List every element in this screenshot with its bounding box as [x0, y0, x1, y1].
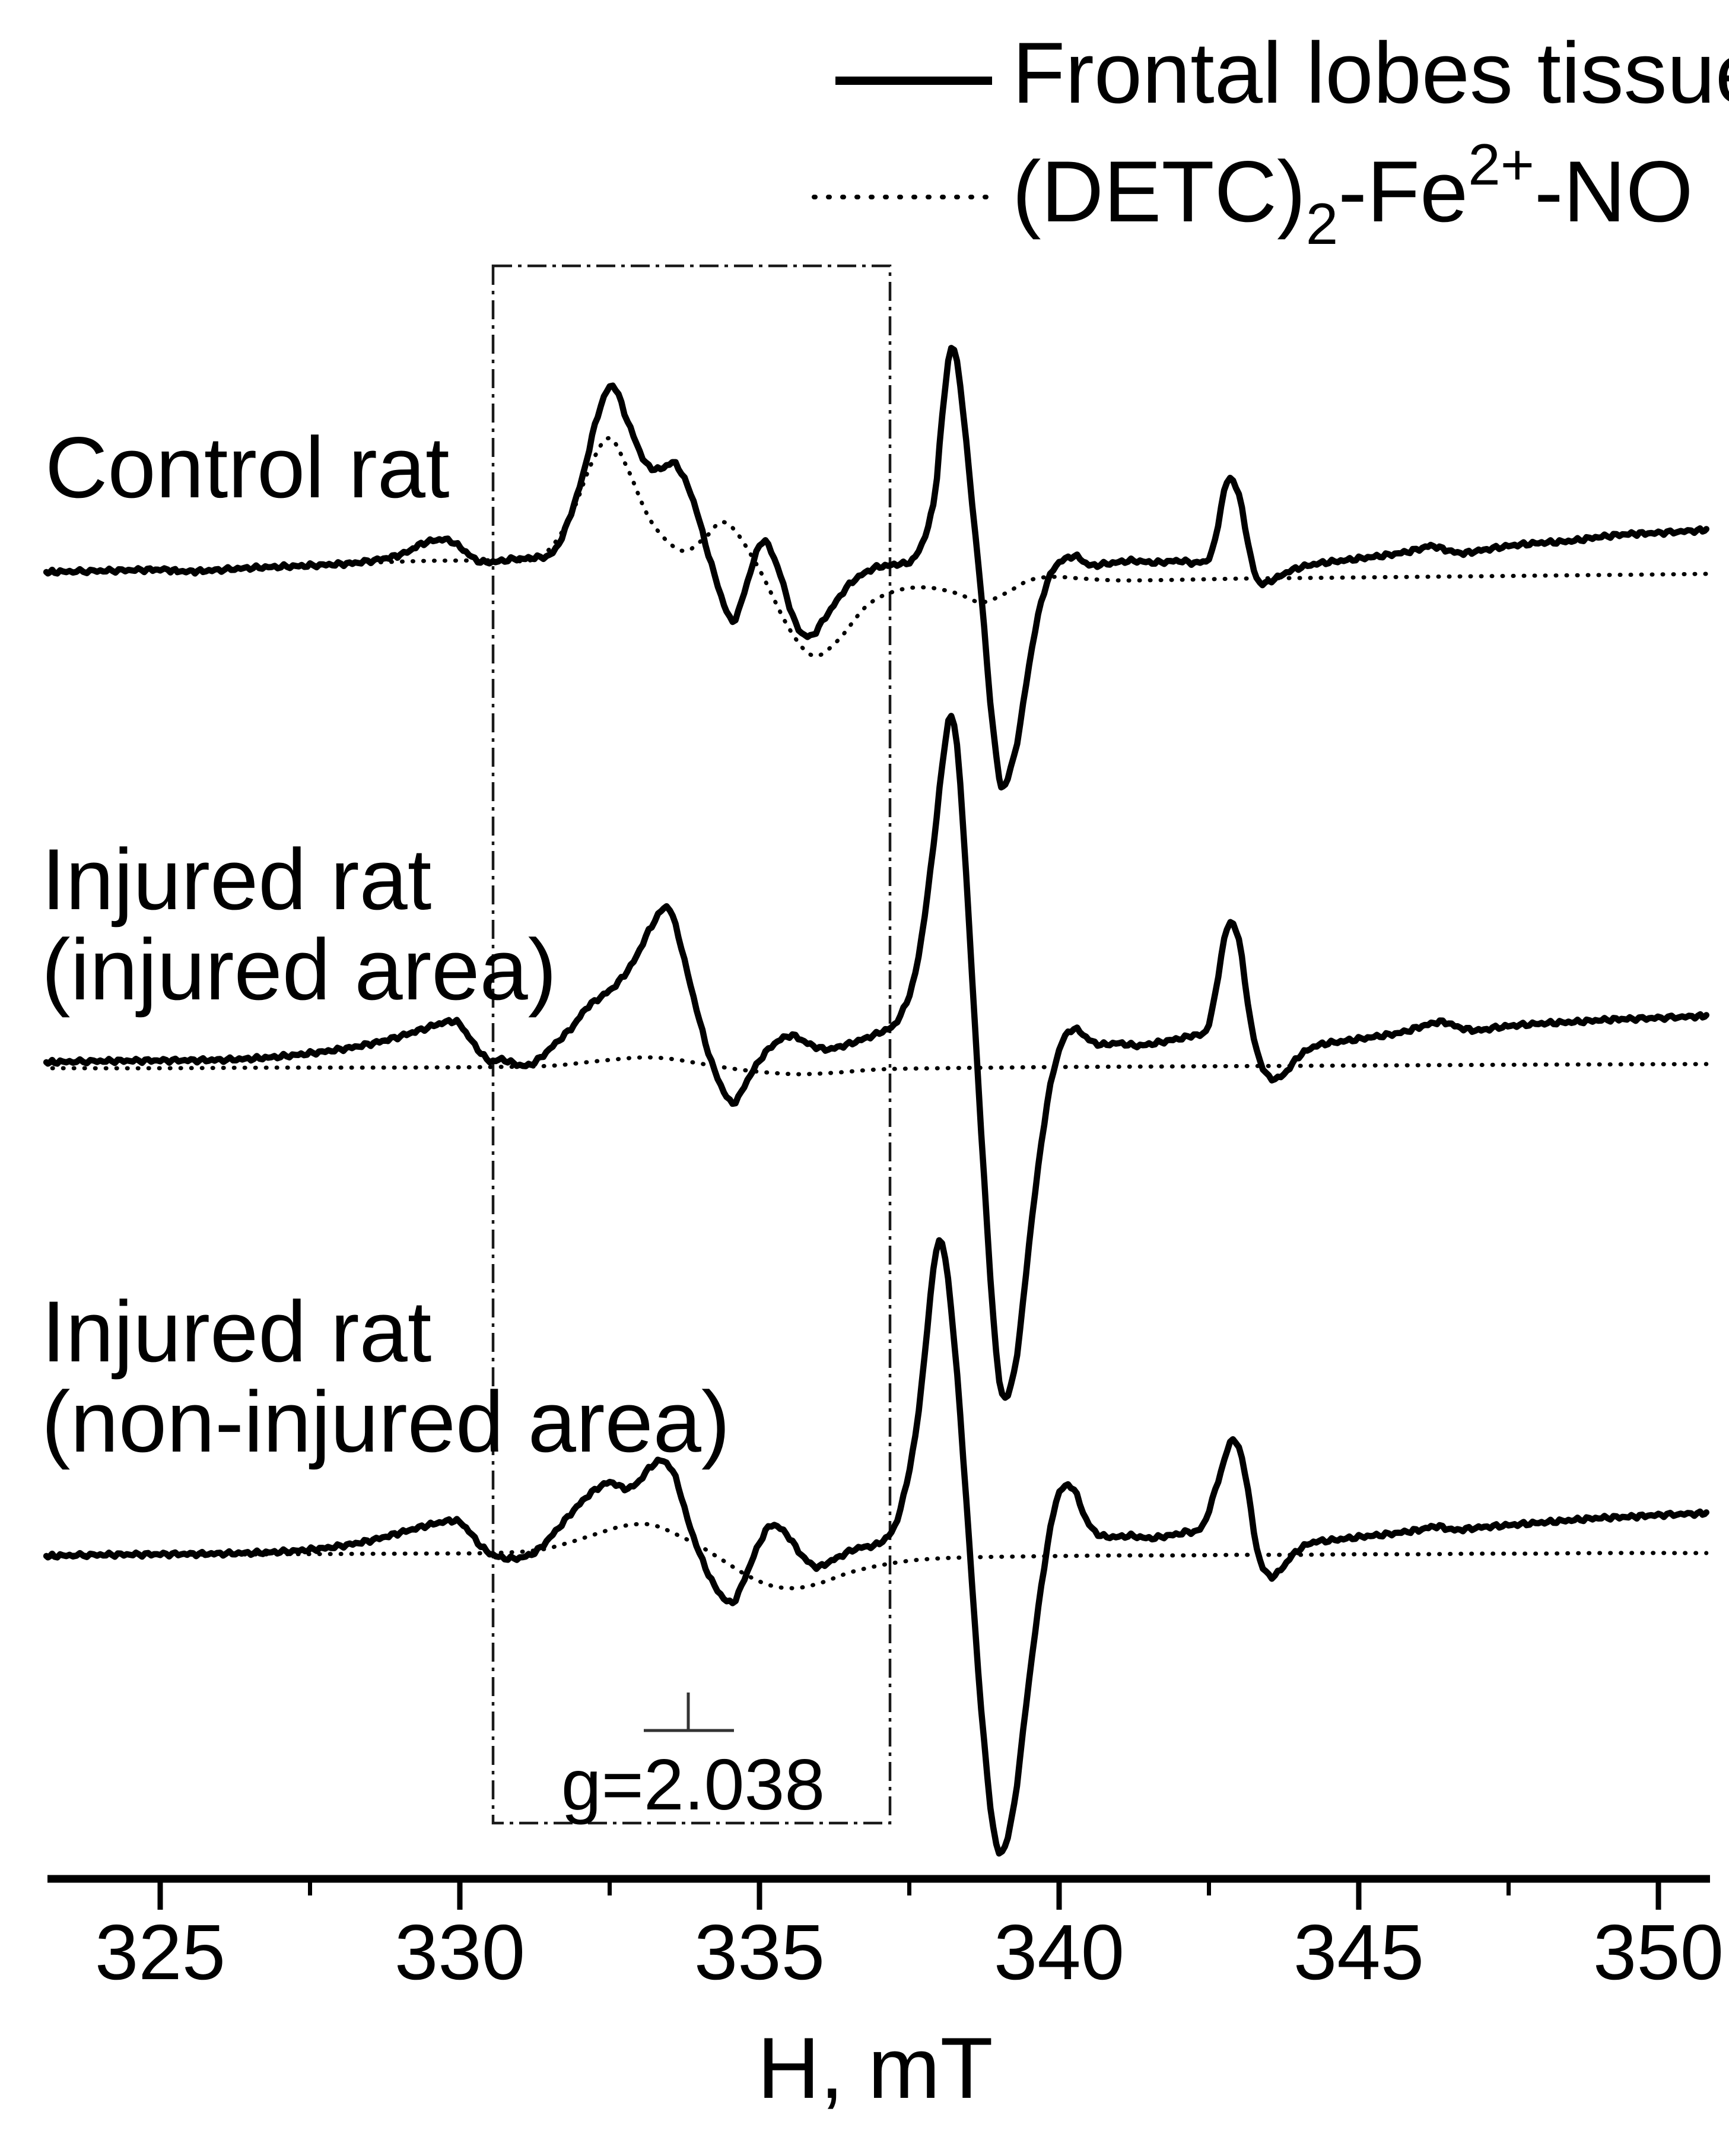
trace-label-injured-area: Injured rat (injured area): [42, 834, 557, 1015]
trace-injured-reference: [50, 1055, 1709, 1077]
trace-label-control: Control rat: [45, 423, 450, 513]
legend-detc-part1: (DETC): [1012, 143, 1306, 240]
trace-label-non-injured-line2: (non-injured area): [42, 1373, 730, 1470]
trace-curves: [43, 345, 1710, 1857]
legend-detc-part3: -NO: [1534, 143, 1693, 240]
trace-label-control-line1: Control rat: [45, 419, 450, 516]
x-tick-label: 335: [694, 1909, 825, 1996]
trace-non-injured-reference: [50, 1522, 1709, 1590]
trace-injured-tissue: [43, 713, 1710, 1401]
trace-control-reference: [368, 436, 1709, 658]
x-tick-label: 350: [1593, 1909, 1724, 1996]
trace-label-non-injured-area: Injured rat (non-injured area): [42, 1287, 730, 1467]
trace-label-non-injured-line1: Injured rat: [42, 1283, 432, 1380]
gregion-highlight-box: [491, 264, 892, 1825]
trace-control-tissue: [43, 345, 1710, 790]
legend-detc-part2: -Fe: [1338, 143, 1469, 240]
x-axis-title: H, mT: [757, 2020, 993, 2116]
x-tick-label: 345: [1293, 1909, 1425, 1996]
x-tick-label: 340: [993, 1909, 1125, 1996]
g-value-label: g=2.038: [561, 1744, 825, 1825]
legend-entry-detc-label: (DETC)2-Fe2+-NO: [1012, 135, 1693, 253]
x-tick-label: 325: [94, 1909, 226, 1996]
legend-entry-tissue-label: Frontal lobes tissue: [1012, 24, 1729, 121]
legend-detc-superscript: 2+: [1468, 132, 1534, 197]
x-tick-label: 330: [394, 1909, 526, 1996]
trace-non-injured-tissue: [43, 1237, 1710, 1857]
trace-label-injured-line1: Injured rat: [42, 831, 432, 928]
trace-label-injured-line2: (injured area): [42, 921, 557, 1018]
legend-detc-subscript: 2: [1305, 191, 1339, 256]
x-axis-ticks: [157, 1879, 1661, 1910]
